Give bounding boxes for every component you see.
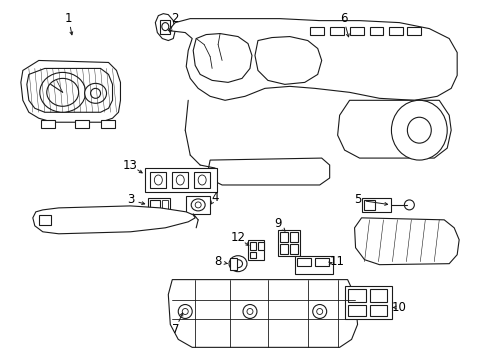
Polygon shape	[337, 100, 450, 158]
Ellipse shape	[404, 200, 413, 210]
Bar	[388, 27, 403, 35]
Ellipse shape	[341, 42, 357, 62]
Text: 9: 9	[274, 217, 281, 230]
Bar	[363, 200, 375, 210]
Text: 3: 3	[126, 193, 134, 206]
Bar	[361, 198, 390, 212]
Ellipse shape	[198, 175, 206, 185]
Polygon shape	[33, 206, 195, 234]
Bar	[194, 172, 210, 188]
Bar	[101, 120, 114, 128]
Ellipse shape	[40, 72, 85, 112]
Bar	[369, 305, 386, 316]
Bar	[289, 232, 297, 242]
Bar	[309, 27, 323, 35]
Bar	[249, 252, 255, 258]
Ellipse shape	[228, 256, 246, 272]
Polygon shape	[254, 37, 321, 84]
Bar	[279, 244, 287, 254]
Bar	[75, 120, 88, 128]
Polygon shape	[168, 280, 357, 347]
Bar	[150, 172, 166, 188]
Ellipse shape	[178, 305, 192, 319]
Polygon shape	[208, 158, 329, 185]
Bar	[277, 230, 299, 256]
Ellipse shape	[407, 117, 430, 143]
Bar	[279, 232, 287, 242]
Ellipse shape	[243, 305, 256, 319]
Ellipse shape	[176, 175, 184, 185]
Bar	[407, 27, 421, 35]
Polygon shape	[21, 60, 120, 122]
Ellipse shape	[195, 202, 201, 208]
Text: 8: 8	[214, 255, 222, 268]
Bar	[369, 27, 383, 35]
Bar	[247, 240, 264, 260]
Polygon shape	[354, 218, 458, 265]
Bar	[289, 244, 297, 254]
Bar	[162, 200, 168, 212]
Bar	[150, 200, 160, 212]
Ellipse shape	[345, 48, 353, 58]
Bar	[172, 172, 188, 188]
Bar	[329, 27, 343, 35]
Bar	[349, 27, 363, 35]
Ellipse shape	[246, 309, 252, 315]
Ellipse shape	[84, 84, 106, 103]
Bar	[258, 242, 264, 250]
Bar	[145, 168, 217, 192]
Polygon shape	[168, 19, 456, 100]
Text: 12: 12	[230, 231, 245, 244]
Text: 2: 2	[171, 12, 179, 25]
Ellipse shape	[316, 309, 322, 315]
Polygon shape	[155, 14, 175, 41]
Polygon shape	[27, 68, 112, 112]
Ellipse shape	[154, 175, 162, 185]
Polygon shape	[193, 33, 251, 82]
Text: 1: 1	[65, 12, 72, 25]
Bar	[229, 258, 237, 270]
Text: 11: 11	[329, 255, 345, 268]
Bar	[314, 258, 328, 266]
Ellipse shape	[191, 199, 205, 211]
Ellipse shape	[162, 23, 168, 31]
Bar	[160, 20, 170, 33]
Bar	[347, 305, 365, 316]
Text: 13: 13	[123, 158, 138, 172]
Ellipse shape	[47, 78, 79, 106]
Ellipse shape	[90, 88, 101, 98]
Ellipse shape	[182, 309, 188, 315]
Text: 7: 7	[171, 323, 179, 336]
Text: 6: 6	[339, 12, 346, 25]
Bar	[347, 289, 365, 302]
Text: 4: 4	[211, 192, 219, 204]
Bar	[294, 256, 332, 274]
Text: 10: 10	[391, 301, 406, 314]
Bar	[148, 198, 170, 214]
Bar	[344, 285, 392, 319]
Bar	[249, 242, 255, 250]
Bar	[41, 120, 55, 128]
Ellipse shape	[233, 260, 242, 268]
Ellipse shape	[390, 100, 447, 160]
Bar	[369, 289, 386, 302]
Bar	[39, 215, 51, 225]
Bar	[186, 196, 210, 214]
Ellipse shape	[312, 305, 326, 319]
Bar	[296, 258, 310, 266]
Text: 5: 5	[353, 193, 361, 206]
